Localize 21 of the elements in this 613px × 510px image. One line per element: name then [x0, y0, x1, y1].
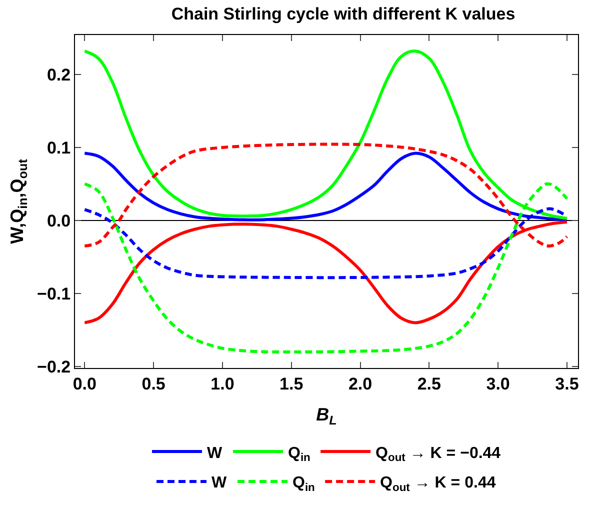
- y-tick-label: 0.1: [46, 138, 71, 158]
- x-tick-label: 2.5: [417, 374, 441, 394]
- x-tick-label: 3.0: [486, 374, 510, 394]
- x-axis-title: B$_{L}$: [316, 404, 337, 428]
- legend-label: Q$_{out}$ → K = −0.44: [376, 444, 501, 464]
- chart-title: Chain Stirling cycle with different K values: [171, 4, 516, 24]
- x-tick-label: 0.5: [142, 374, 166, 394]
- x-tick-label: 0.0: [72, 374, 96, 394]
- x-tick-label: 1.0: [210, 374, 234, 394]
- x-tick-label: 3.5: [555, 374, 579, 394]
- legend-label: Q$_{in}$: [292, 474, 316, 494]
- x-tick-label: 1.5: [280, 374, 304, 394]
- y-tick-label: −0.2: [37, 357, 71, 376]
- y-tick-label: 0.2: [46, 65, 71, 84]
- legend-label: Q$_{out}$ → K = 0.44: [380, 474, 496, 494]
- legend-label: W: [207, 444, 223, 462]
- x-tick-label: 2.0: [348, 374, 372, 394]
- legend-label: W: [212, 474, 228, 492]
- y-tick-label: 0.0: [46, 211, 71, 230]
- y-tick-label: −0.1: [37, 284, 71, 304]
- legend-label: Q$_{in}$: [288, 444, 311, 464]
